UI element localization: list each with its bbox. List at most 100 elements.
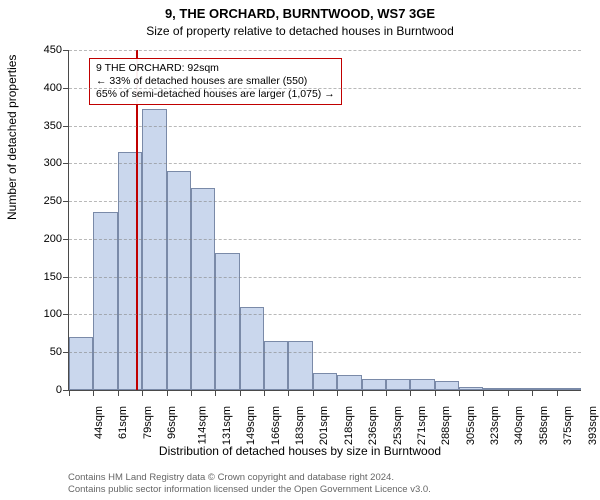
x-tick-label: 61sqm [117,406,129,439]
bar [483,388,507,390]
bar [557,388,581,390]
bar [69,337,93,390]
x-tick-label: 44sqm [93,406,105,439]
x-tick-label: 375sqm [562,406,574,445]
chart-title: 9, THE ORCHARD, BURNTWOOD, WS7 3GE [0,6,600,21]
x-tick [240,390,241,396]
y-tick [63,50,69,51]
bar [215,253,239,391]
y-tick [63,88,69,89]
x-tick [508,390,509,396]
x-axis-label: Distribution of detached houses by size … [0,444,600,458]
credits-line2: Contains public sector information licen… [68,484,431,496]
grid-line [69,201,581,202]
y-tick [63,201,69,202]
y-tick [63,277,69,278]
y-tick-label: 350 [22,120,62,132]
x-tick [191,390,192,396]
y-tick-label: 200 [22,233,62,245]
x-tick-label: 166sqm [270,406,282,445]
bar [410,379,434,390]
bar [337,375,361,390]
y-axis-label: Number of detached properties [5,55,19,220]
bar [240,307,264,390]
bar [142,109,166,390]
y-tick-label: 150 [22,271,62,283]
y-tick-label: 300 [22,157,62,169]
x-tick [532,390,533,396]
grid-line [69,88,581,89]
x-tick [313,390,314,396]
bar [386,379,410,390]
x-tick [264,390,265,396]
x-tick [337,390,338,396]
x-tick [362,390,363,396]
y-tick-label: 450 [22,44,62,56]
y-tick [63,314,69,315]
bar [264,341,288,390]
x-tick-label: 218sqm [343,406,355,445]
annotation-line1: 9 THE ORCHARD: 92sqm [96,62,335,75]
grid-line [69,239,581,240]
y-tick [63,239,69,240]
x-tick [69,390,70,396]
x-tick-label: 114sqm [196,406,208,444]
x-tick-label: 271sqm [416,406,428,445]
bar [459,387,483,390]
x-tick-label: 131sqm [221,406,233,445]
grid-line [69,314,581,315]
x-tick-label: 340sqm [514,406,526,445]
y-tick-label: 100 [22,308,62,320]
bar [288,341,312,390]
grid-line [69,352,581,353]
bar [508,388,532,390]
x-tick [142,390,143,396]
grid-line [69,277,581,278]
bar [435,381,459,390]
grid-line [69,50,581,51]
x-tick [557,390,558,396]
chart-container: 9, THE ORCHARD, BURNTWOOD, WS7 3GE Size … [0,0,600,500]
x-tick [288,390,289,396]
chart-subtitle: Size of property relative to detached ho… [0,24,600,38]
grid-line [69,126,581,127]
bar [118,152,142,390]
x-tick-label: 201sqm [319,406,331,445]
y-tick [63,126,69,127]
x-tick [167,390,168,396]
x-tick [118,390,119,396]
grid-line [69,163,581,164]
x-tick-label: 305sqm [465,406,477,445]
x-tick-label: 253sqm [392,406,404,445]
x-tick [93,390,94,396]
x-tick [459,390,460,396]
bar [532,388,556,390]
x-tick-label: 96sqm [166,406,178,439]
credits: Contains HM Land Registry data © Crown c… [68,472,431,496]
plot-area: 9 THE ORCHARD: 92sqm ← 33% of detached h… [68,50,581,391]
annotation-box: 9 THE ORCHARD: 92sqm ← 33% of detached h… [89,58,342,105]
x-tick [483,390,484,396]
x-tick-label: 288sqm [440,406,452,445]
y-tick-label: 400 [22,82,62,94]
x-tick-label: 149sqm [245,406,257,445]
bar [191,188,215,390]
bar [313,373,337,390]
y-tick [63,352,69,353]
x-tick [435,390,436,396]
x-tick-label: 236sqm [367,406,379,445]
x-tick [386,390,387,396]
y-tick-label: 250 [22,195,62,207]
x-tick-label: 79sqm [142,406,154,439]
x-tick [215,390,216,396]
bar [167,171,191,390]
x-tick [410,390,411,396]
annotation-line3: 65% of semi-detached houses are larger (… [96,88,335,101]
y-tick-label: 50 [22,346,62,358]
bar [362,379,386,390]
annotation-line2: ← 33% of detached houses are smaller (55… [96,75,335,88]
x-tick-label: 323sqm [489,406,501,445]
y-tick-label: 0 [22,384,62,396]
credits-line1: Contains HM Land Registry data © Crown c… [68,472,431,484]
y-tick [63,163,69,164]
